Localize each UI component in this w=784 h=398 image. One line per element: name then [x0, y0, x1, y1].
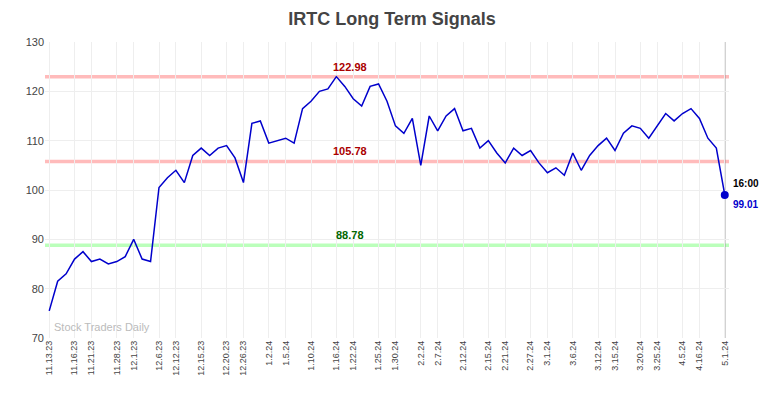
svg-text:3.25.24: 3.25.24	[652, 341, 662, 371]
svg-text:4.5.24: 4.5.24	[677, 341, 687, 366]
svg-text:2.21.24: 2.21.24	[500, 341, 510, 371]
svg-text:1.30.24: 1.30.24	[390, 341, 400, 371]
svg-text:1.16.24: 1.16.24	[331, 341, 341, 371]
svg-text:11.21.23: 11.21.23	[86, 341, 96, 375]
svg-text:5.1.24: 5.1.24	[720, 341, 730, 366]
svg-text:12.1.23: 12.1.23	[129, 341, 139, 371]
svg-text:130: 130	[26, 36, 44, 48]
svg-text:100: 100	[26, 184, 44, 196]
svg-text:110: 110	[26, 135, 44, 147]
svg-text:1.5.24: 1.5.24	[281, 341, 291, 366]
svg-text:3.1.24: 3.1.24	[542, 341, 552, 366]
svg-text:2.2.24: 2.2.24	[416, 341, 426, 366]
svg-text:70: 70	[32, 332, 44, 344]
svg-text:3.6.24: 3.6.24	[568, 341, 578, 366]
svg-text:1.22.24: 1.22.24	[348, 341, 358, 371]
svg-text:12.6.23: 12.6.23	[154, 341, 164, 371]
svg-text:1.10.24: 1.10.24	[306, 341, 316, 371]
svg-text:80: 80	[32, 283, 44, 295]
svg-text:16:00: 16:00	[733, 178, 759, 189]
svg-text:2.27.24: 2.27.24	[525, 341, 535, 371]
svg-text:2.7.24: 2.7.24	[433, 341, 443, 366]
svg-text:105.78: 105.78	[333, 145, 367, 157]
svg-text:1.25.24: 1.25.24	[373, 341, 383, 371]
svg-text:12.15.23: 12.15.23	[196, 341, 206, 376]
svg-text:4.16.24: 4.16.24	[694, 341, 704, 371]
svg-text:3.12.24: 3.12.24	[593, 341, 603, 371]
svg-text:11.16.23: 11.16.23	[69, 341, 79, 375]
svg-text:122.98: 122.98	[333, 61, 367, 73]
svg-text:99.01: 99.01	[733, 199, 758, 210]
svg-text:1.2.24: 1.2.24	[264, 341, 274, 366]
svg-text:120: 120	[26, 85, 44, 97]
svg-text:11.28.23: 11.28.23	[112, 341, 122, 375]
svg-text:Stock Traders Daily: Stock Traders Daily	[54, 321, 150, 333]
svg-text:2.15.24: 2.15.24	[483, 341, 493, 371]
svg-text:3.15.24: 3.15.24	[610, 341, 620, 371]
svg-text:IRTC Long Term Signals: IRTC Long Term Signals	[288, 9, 496, 29]
svg-text:12.20.23: 12.20.23	[221, 341, 231, 376]
svg-text:12.26.23: 12.26.23	[238, 341, 248, 376]
svg-text:2.12.24: 2.12.24	[458, 341, 468, 371]
svg-text:88.78: 88.78	[336, 229, 364, 241]
svg-text:11.13.23: 11.13.23	[44, 341, 54, 375]
svg-text:12.12.23: 12.12.23	[171, 341, 181, 376]
svg-text:90: 90	[32, 233, 44, 245]
svg-text:3.20.24: 3.20.24	[635, 341, 645, 371]
